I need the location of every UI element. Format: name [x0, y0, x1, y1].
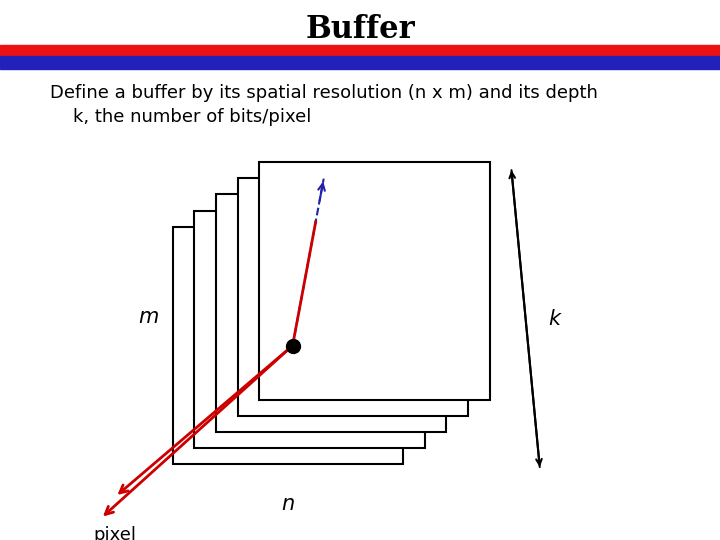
- Bar: [0, 56, 720, 69]
- Text: k, the number of bits/pixel: k, the number of bits/pixel: [50, 108, 312, 126]
- Text: pixel: pixel: [94, 526, 137, 540]
- Text: Define a buffer by its spatial resolution (n x m) and its depth: Define a buffer by its spatial resolutio…: [50, 84, 598, 102]
- Text: k: k: [549, 308, 560, 329]
- Bar: [173, 227, 403, 464]
- Text: m: m: [138, 307, 158, 327]
- Bar: [216, 194, 446, 432]
- Bar: [238, 178, 468, 416]
- Bar: [0, 45, 720, 57]
- Point: [287, 341, 298, 350]
- Text: Buffer: Buffer: [305, 14, 415, 45]
- Text: n: n: [282, 494, 294, 514]
- Bar: [259, 162, 490, 400]
- Bar: [194, 211, 425, 448]
